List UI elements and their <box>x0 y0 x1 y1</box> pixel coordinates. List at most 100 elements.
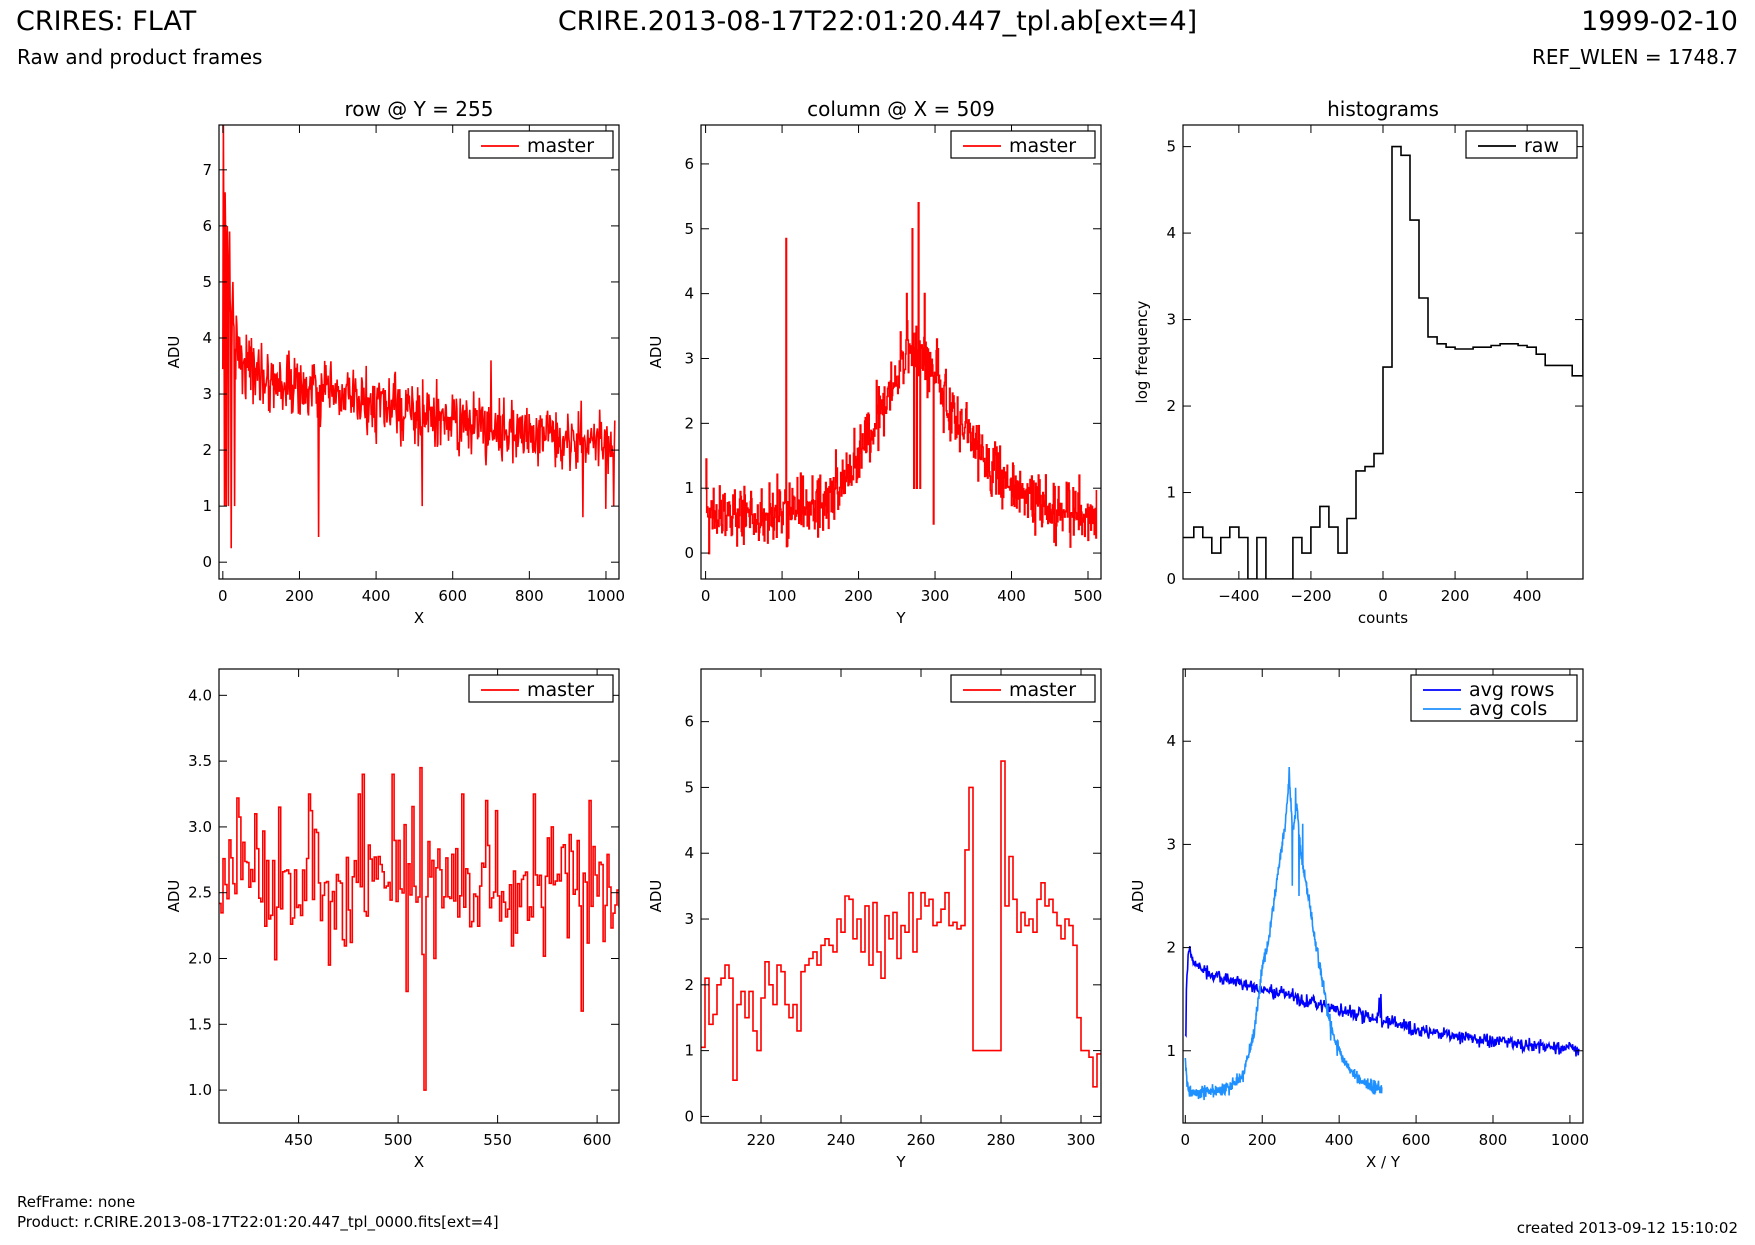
plot-frame <box>700 124 1102 580</box>
chart-title: column @ X = 509 <box>807 97 995 121</box>
x-tick-label: 500 <box>1074 587 1103 605</box>
x-tick-label: 0 <box>1181 1131 1191 1149</box>
x-tick-label: 600 <box>438 587 467 605</box>
x-tick-label: 0 <box>1378 587 1388 605</box>
chart-legend: raw <box>1465 130 1578 159</box>
x-tick-label: 800 <box>515 587 544 605</box>
y-tick-label: 6 <box>684 713 694 731</box>
y-tick-label: 1.0 <box>188 1081 212 1099</box>
chart-legend: master <box>468 674 614 703</box>
y-tick-label: 1 <box>1166 1042 1176 1060</box>
x-tick-label: 100 <box>768 587 797 605</box>
chart-panel-2: 0 100 200 300 400 500 0 1 2 3 4 5 6 Y ADU column @ X = … <box>647 97 1102 627</box>
y-tick-label: 0 <box>684 1107 694 1125</box>
y-axis-label: ADU <box>1129 880 1147 913</box>
y-tick-label: 1 <box>684 1042 694 1060</box>
y-tick-label: 5 <box>1166 138 1176 156</box>
y-axis-label: ADU <box>165 336 183 369</box>
y-tick-label: 7 <box>202 161 212 179</box>
legend-box <box>468 130 614 159</box>
figure-title-center: CRIRE.2013-08-17T22:01:20.447_tpl.ab[ext… <box>557 6 1198 37</box>
y-tick-label: 0 <box>1166 570 1176 588</box>
legend-box <box>1410 674 1578 722</box>
y-tick-label: 5 <box>202 273 212 291</box>
y-axis-label: ADU <box>165 880 183 913</box>
x-tick-label: 400 <box>1513 587 1542 605</box>
figure-title-right: 1999-02-10 <box>1581 6 1738 37</box>
chart-legend: master <box>950 130 1096 159</box>
chart-panel-3: −400 −200 0 200 400 0 1 2 3 4 5 counts log frequency… <box>1133 97 1584 627</box>
y-tick-label: 0 <box>684 544 694 562</box>
y-tick-label: 4 <box>684 285 694 303</box>
series-line-avg-rows <box>1184 946 1580 1057</box>
y-axis-label: log frequency <box>1133 300 1151 403</box>
legend-label: raw <box>1524 135 1559 157</box>
y-tick-label: 5 <box>684 220 694 238</box>
y-tick-label: 1 <box>1166 484 1176 502</box>
x-tick-label: 1000 <box>587 587 625 605</box>
series-line-master <box>701 760 1101 1088</box>
chart-panel-1: 0 200 400 600 800 1000 0 1 2 3 4 5 6 7 X ADU row @ Y = 2… <box>165 97 625 627</box>
y-tick-label: 2 <box>1166 939 1176 957</box>
plot-frame <box>1182 668 1584 1124</box>
x-tick-label: 200 <box>285 587 314 605</box>
x-tick-label: 400 <box>997 587 1026 605</box>
chart-panel-6: 0 200 400 600 800 1000 1 2 3 4 X / Y ADU avg rowsavg… <box>1129 668 1589 1171</box>
footer-product: Product: r.CRIRE.2013-08-17T22:01:20.447… <box>17 1213 499 1231</box>
x-tick-label: 800 <box>1479 1131 1508 1149</box>
y-axis-label: ADU <box>647 880 665 913</box>
legend-box <box>1465 130 1578 159</box>
x-axis-label: X / Y <box>1366 1153 1401 1171</box>
y-tick-label: 5 <box>684 778 694 796</box>
y-tick-label: 2.5 <box>188 884 212 902</box>
x-tick-label: 300 <box>921 587 950 605</box>
chart-panel-5: 220 240 260 280 300 0 1 2 3 4 5 6 Y ADU master <box>647 668 1102 1171</box>
x-tick-label: 260 <box>907 1131 936 1149</box>
x-axis-label: Y <box>895 609 906 627</box>
y-tick-label: 3 <box>1166 311 1176 329</box>
x-tick-label: 200 <box>844 587 873 605</box>
y-tick-label: 3.0 <box>188 818 212 836</box>
chart-legend: master <box>950 674 1096 703</box>
y-tick-label: 2 <box>684 976 694 994</box>
x-tick-label: 280 <box>987 1131 1016 1149</box>
x-tick-label: 300 <box>1067 1131 1096 1149</box>
footer-ref-frame: RefFrame: none <box>17 1193 136 1211</box>
footer-created: created 2013-09-12 15:10:02 <box>1516 1219 1738 1237</box>
y-tick-label: 4 <box>202 329 212 347</box>
legend-box <box>468 674 614 703</box>
figure-subtitle-right: REF_WLEN = 1748.7 <box>1531 45 1738 69</box>
x-tick-label: 200 <box>1441 587 1470 605</box>
figure-subtitle-left: Raw and product frames <box>17 45 263 69</box>
y-tick-label: 6 <box>202 217 212 235</box>
x-axis-label: counts <box>1358 609 1408 627</box>
x-tick-label: 400 <box>362 587 391 605</box>
x-tick-label: 400 <box>1325 1131 1354 1149</box>
chart-panel-4: 450 500 550 600 1.0 1.5 2.0 2.5 3.0 3.5 4.0 X ADU mas… <box>165 668 620 1171</box>
plot-frame <box>218 124 620 580</box>
x-tick-label: −200 <box>1290 587 1331 605</box>
x-axis-label: Y <box>895 1153 906 1171</box>
series-line-master <box>219 766 619 1091</box>
plot-frame <box>218 668 620 1124</box>
y-tick-label: 3 <box>1166 835 1176 853</box>
y-tick-label: 3.5 <box>188 752 212 770</box>
y-tick-label: 3 <box>684 349 694 367</box>
legend-label: avg rows <box>1469 679 1554 701</box>
y-tick-label: 4 <box>1166 224 1176 242</box>
y-tick-label: 1 <box>684 479 694 497</box>
legend-box <box>950 674 1096 703</box>
chart-legend: master <box>468 130 614 159</box>
x-tick-label: 450 <box>284 1131 313 1149</box>
y-tick-label: 3 <box>684 910 694 928</box>
legend-label: master <box>1009 679 1076 701</box>
y-tick-label: 2 <box>1166 397 1176 415</box>
plot-frame <box>700 668 1102 1124</box>
y-tick-label: 2 <box>202 441 212 459</box>
plot-frame <box>1182 124 1584 580</box>
x-tick-label: 240 <box>827 1131 856 1149</box>
chart-title: histograms <box>1327 97 1439 121</box>
y-tick-label: 4 <box>684 844 694 862</box>
